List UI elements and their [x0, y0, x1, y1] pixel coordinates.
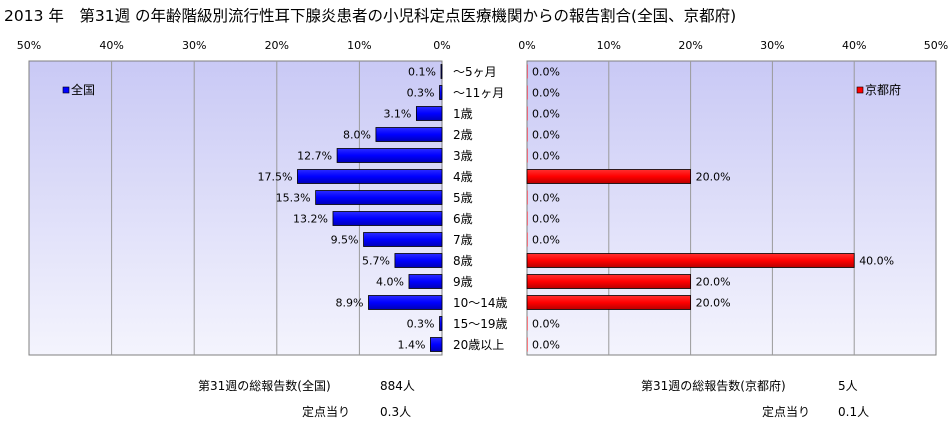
left-value-label: 9.5%: [331, 234, 359, 247]
left-value-label: 3.1%: [383, 108, 411, 121]
right-tick-label: 20%: [678, 39, 702, 52]
right-bar: [526, 169, 692, 184]
left-bar: [430, 337, 443, 352]
category-label: 5歳: [453, 191, 473, 205]
right-bar: [527, 190, 528, 205]
right-bar: [527, 148, 528, 163]
right-legend-swatch: [856, 86, 864, 94]
right-tick-label: 0%: [518, 39, 535, 52]
right-value-label: 0.0%: [532, 108, 560, 121]
category-label: 15～19歳: [453, 317, 508, 331]
category-label: 6歳: [453, 212, 473, 226]
right-value-label: 40.0%: [859, 255, 894, 268]
left-tick-label: 20%: [265, 39, 289, 52]
right-value-label: 20.0%: [696, 276, 731, 289]
right-tick-label: 30%: [760, 39, 784, 52]
left-bar: [368, 295, 443, 310]
left-bar: [439, 85, 443, 100]
left-value-label: 0.3%: [407, 87, 435, 100]
right-value-label: 20.0%: [696, 171, 731, 184]
left-bar: [315, 190, 443, 205]
national-total-label: 第31週の総報告数(全国): [198, 379, 331, 393]
left-bar: [394, 253, 443, 268]
left-legend-swatch: [62, 86, 70, 94]
right-bar: [527, 316, 528, 331]
left-value-label: 1.4%: [397, 339, 425, 352]
left-bar: [415, 106, 443, 121]
right-value-label: 0.0%: [532, 129, 560, 142]
left-value-label: 15.3%: [276, 192, 311, 205]
right-tick-label: 50%: [924, 39, 948, 52]
left-bar: [439, 316, 443, 331]
left-tick-label: 40%: [99, 39, 123, 52]
chart-title: 2013 年 第31週 の年齢階級別流行性耳下腺炎患者の小児科定点医療機関からの…: [4, 7, 737, 25]
kyoto-total-value: 5人: [838, 379, 858, 393]
left-legend-label: 全国: [71, 82, 95, 97]
right-bar: [527, 106, 528, 121]
left-value-label: 12.7%: [297, 150, 332, 163]
left-tick-label: 0%: [433, 39, 450, 52]
category-label: 8歳: [453, 254, 473, 268]
left-value-label: 17.5%: [257, 171, 292, 184]
right-value-label: 20.0%: [696, 297, 731, 310]
left-bar: [440, 64, 443, 79]
kyoto-per-site-label: 定点当り: [762, 405, 811, 419]
right-bar: [527, 85, 528, 100]
right-bar: [527, 127, 528, 142]
right-bar: [526, 274, 692, 289]
right-bar: [526, 295, 692, 310]
national-total-value: 884人: [380, 379, 415, 393]
right-value-label: 0.0%: [532, 318, 560, 331]
left-bar: [363, 232, 443, 247]
right-tick-label: 10%: [597, 39, 621, 52]
right-value-label: 0.0%: [532, 339, 560, 352]
left-plot-area: [28, 60, 443, 356]
category-label: ～5ヶ月: [453, 65, 497, 79]
right-value-label: 0.0%: [532, 234, 560, 247]
left-value-label: 0.1%: [408, 66, 436, 79]
category-label: 4歳: [453, 170, 473, 184]
category-label: 2歳: [453, 128, 473, 142]
left-value-label: 5.7%: [362, 255, 390, 268]
right-plot-area: [526, 60, 937, 356]
category-label: ～11ヶ月: [453, 86, 504, 100]
right-bar: [527, 337, 528, 352]
category-label: 1歳: [453, 107, 473, 121]
left-tick-label: 30%: [182, 39, 206, 52]
category-label: 7歳: [453, 233, 473, 247]
left-value-label: 8.0%: [343, 129, 371, 142]
left-bar: [297, 169, 443, 184]
category-label: 9歳: [453, 275, 473, 289]
right-bar: [527, 211, 528, 226]
left-value-label: 4.0%: [376, 276, 404, 289]
category-label: 10～14歳: [453, 296, 508, 310]
right-value-label: 0.0%: [532, 150, 560, 163]
right-bar: [527, 64, 528, 79]
right-value-label: 0.0%: [532, 192, 560, 205]
left-bar: [336, 148, 443, 163]
right-tick-label: 40%: [842, 39, 866, 52]
national-per-site-label: 定点当り: [302, 405, 351, 419]
left-bar: [332, 211, 443, 226]
national-per-site-value: 0.3人: [380, 405, 412, 419]
right-legend-label: 京都府: [865, 82, 901, 97]
left-bar: [375, 127, 443, 142]
right-bar: [527, 232, 528, 247]
right-value-label: 0.0%: [532, 66, 560, 79]
kyoto-per-site-value: 0.1人: [838, 405, 870, 419]
kyoto-total-label: 第31週の総報告数(京都府): [641, 379, 786, 393]
left-value-label: 13.2%: [293, 213, 328, 226]
right-value-label: 0.0%: [532, 213, 560, 226]
right-bar: [526, 253, 855, 268]
left-bar: [408, 274, 443, 289]
left-value-label: 8.9%: [336, 297, 364, 310]
right-value-label: 0.0%: [532, 87, 560, 100]
left-tick-label: 10%: [347, 39, 371, 52]
left-value-label: 0.3%: [407, 318, 435, 331]
category-label: 3歳: [453, 149, 473, 163]
left-tick-label: 50%: [17, 39, 41, 52]
category-label: 20歳以上: [453, 338, 504, 352]
